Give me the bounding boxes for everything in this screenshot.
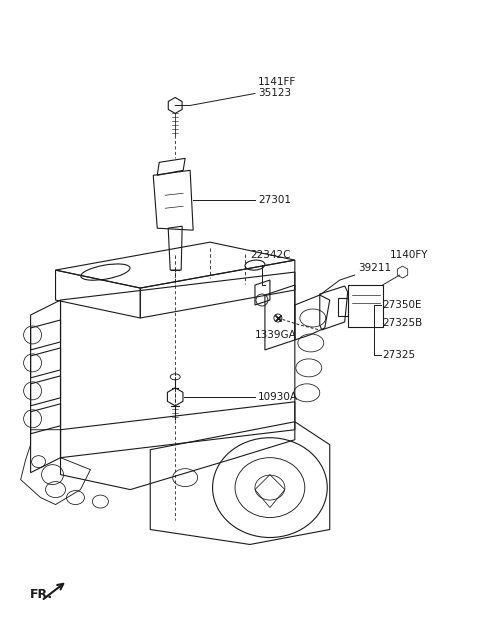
Text: 27301: 27301 [258,195,291,205]
Text: 22342C: 22342C [250,250,290,260]
Text: FR.: FR. [29,588,52,601]
Text: 27325: 27325 [383,350,416,360]
Text: 27350E: 27350E [383,300,422,310]
Text: 39211: 39211 [358,263,391,273]
Text: 1339GA: 1339GA [255,330,297,340]
Text: 10930A: 10930A [258,392,298,402]
Text: 1141FF
35123: 1141FF 35123 [258,77,296,99]
Text: 1140FY: 1140FY [390,250,428,260]
Text: 27325B: 27325B [383,318,423,328]
